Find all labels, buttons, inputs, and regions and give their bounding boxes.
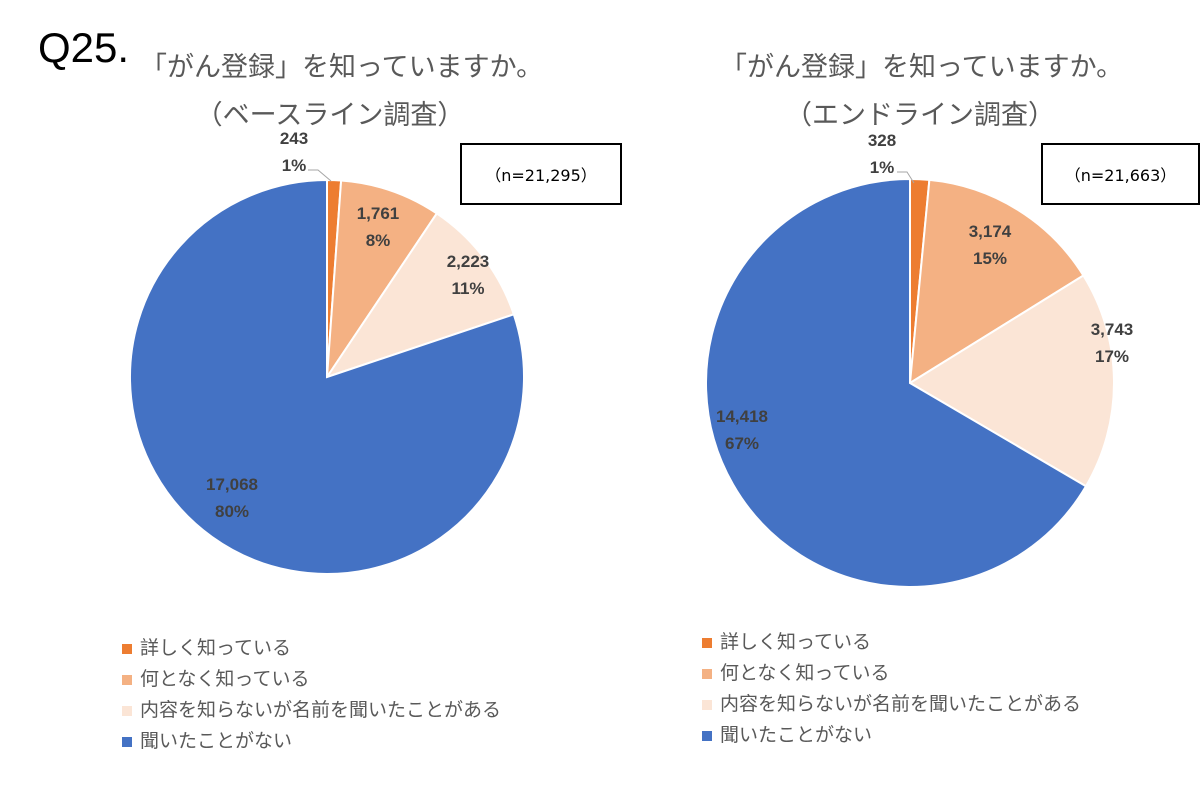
legend-label: 聞いたことがない	[140, 730, 293, 752]
data-label-value: 243	[280, 129, 308, 148]
leader-line	[897, 171, 915, 184]
chart-title-endline: 「がん登録」を知っていますか。 （エンドライン調査）	[720, 44, 1124, 140]
data-label-percent: 80%	[215, 502, 249, 521]
legend-swatch	[702, 730, 712, 741]
data-label-value: 14,418	[716, 407, 768, 426]
question-number: Q25.	[38, 24, 130, 71]
legend-label: 何となく知っている	[140, 668, 310, 690]
legend-item: 詳しく知っている	[122, 633, 501, 664]
pie-slice	[704, 177, 1088, 588]
pie-slice	[325, 179, 439, 381]
pie-slice	[908, 178, 1085, 385]
sample-size-box-baseline: （n=21,295）	[460, 143, 622, 205]
legend-label: 内容を知らないが名前を聞いたことがある	[720, 693, 1082, 715]
legend-item: 詳しく知っている	[702, 627, 1081, 658]
data-label-percent: 67%	[725, 434, 759, 453]
data-label-value: 17,068	[206, 475, 258, 494]
legend-baseline: 詳しく知っている 何となく知っている内容を知らないが名前を聞いたことがある 聞いたこ…	[122, 633, 501, 757]
sample-size: （n=21,295）	[485, 166, 597, 185]
legend-swatch	[122, 643, 132, 654]
legend-swatch	[702, 668, 712, 679]
legend-label: 内容を知らないが名前を聞いたことがある	[140, 699, 502, 721]
data-label-percent: 8%	[366, 231, 391, 250]
data-label-percent: 1%	[870, 158, 895, 177]
legend-swatch	[702, 699, 712, 710]
legend-item: 内容を知らないが名前を聞いたことがある	[122, 695, 501, 726]
data-label-value: 2,223	[447, 252, 490, 271]
title: 「がん登録」を知っていますか。	[720, 52, 1124, 83]
data-label-percent: 11%	[451, 279, 484, 298]
subtitle: （エンドライン調査）	[785, 100, 1055, 131]
data-label-value: 3,743	[1091, 320, 1134, 339]
legend-label: 詳しく知っている	[140, 637, 292, 659]
legend-swatch	[122, 736, 132, 747]
data-label-percent: 15%	[973, 249, 1007, 268]
legend-item: 内容を知らないが名前を聞いたことがある	[702, 689, 1081, 720]
legend-label: 詳しく知っている	[720, 631, 872, 653]
legend-swatch	[122, 674, 132, 685]
sample-size: （n=21,663）	[1064, 166, 1177, 185]
chart-title-baseline: 「がん登録」を知っていますか。 （ベースライン調査）	[140, 44, 544, 140]
data-label-percent: 1%	[282, 156, 307, 175]
legend-item: 何となく知っている	[122, 664, 501, 695]
legend-swatch	[122, 705, 132, 716]
sample-size-box-endline: （n=21,663）	[1041, 143, 1200, 205]
legend-label: 何となく知っている	[720, 662, 890, 684]
legend-item: 何となく知っている	[702, 658, 1081, 689]
legend-label: 聞いたことがない	[720, 724, 873, 746]
legend-swatch	[702, 637, 712, 648]
legend-item: 聞いたことがない	[702, 720, 1081, 751]
pie-slice	[324, 212, 516, 379]
title: 「がん登録」を知っていますか。	[140, 52, 544, 83]
data-label-value: 3,174	[969, 222, 1012, 241]
subtitle: （ベースライン調査）	[195, 100, 465, 131]
legend-endline: 詳しく知っている 何となく知っている内容を知らないが名前を聞いたことがある 聞いたこ…	[702, 627, 1081, 751]
pie-slice	[908, 274, 1115, 488]
data-label-value: 328	[868, 131, 896, 150]
pie-slice	[129, 178, 525, 575]
leader-line	[308, 169, 332, 182]
legend-item: 聞いたことがない	[122, 726, 501, 757]
data-label-value: 1,761	[357, 204, 400, 223]
data-label-percent: 17%	[1095, 347, 1129, 366]
